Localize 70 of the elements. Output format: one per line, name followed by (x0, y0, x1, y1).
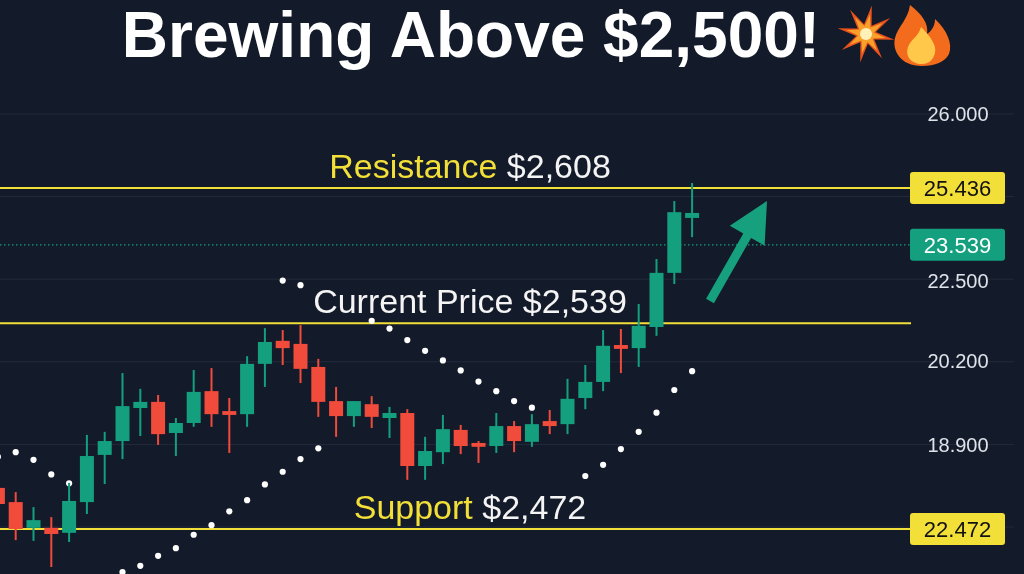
candlestick (133, 387, 148, 438)
candlestick (44, 516, 59, 568)
point (635, 428, 642, 435)
candlestick (275, 329, 290, 367)
candlestick (204, 367, 219, 428)
point (422, 347, 429, 354)
point (244, 497, 251, 504)
point (475, 378, 482, 385)
point (279, 468, 286, 475)
point (190, 531, 197, 538)
candlestick (26, 506, 41, 542)
candlestick (329, 385, 344, 438)
candlestick (257, 327, 272, 388)
point (386, 325, 393, 332)
chart-title: Brewing Above $2,500! (121, 0, 821, 71)
candlestick (168, 417, 183, 458)
point (671, 386, 678, 394)
text: 22.472 (923, 516, 992, 542)
candlestick (97, 430, 112, 486)
text: 23.539 (923, 232, 992, 258)
point (226, 508, 233, 515)
candlestick (489, 412, 504, 454)
point (600, 461, 607, 468)
candlestick (364, 395, 379, 429)
candlestick (524, 413, 539, 448)
candlestick (631, 302, 646, 368)
point (30, 456, 37, 463)
point (119, 568, 126, 574)
candlestick (435, 413, 450, 466)
annotation: Current Price $2,539 (313, 282, 627, 321)
candlestick (613, 327, 628, 375)
point (155, 552, 162, 559)
point (137, 562, 144, 569)
point (439, 357, 446, 364)
candlestick (542, 408, 557, 436)
candlestick (578, 364, 593, 411)
candlestick (346, 400, 361, 428)
text: 18.900 (927, 434, 989, 456)
annotation: Resistance $2,608 (329, 146, 611, 185)
candlestick (382, 405, 397, 439)
point (279, 277, 286, 284)
point (582, 472, 589, 480)
candlestick (222, 397, 237, 454)
candlestick (685, 182, 700, 239)
text: 22.500 (927, 270, 989, 292)
point (368, 317, 375, 324)
point (172, 545, 179, 552)
candlestick (507, 420, 522, 454)
point (48, 471, 55, 478)
text: 26.000 (927, 103, 989, 125)
candlestick (453, 423, 468, 456)
candlestick (418, 435, 433, 481)
text: 20.200 (927, 350, 989, 372)
point (297, 282, 304, 289)
point (653, 409, 660, 416)
text: 25.436 (923, 175, 992, 201)
point (12, 449, 19, 456)
point (511, 398, 518, 405)
point (261, 481, 268, 488)
point (689, 368, 696, 375)
candlestick (471, 440, 486, 464)
point (297, 456, 304, 463)
point (457, 367, 464, 374)
point (208, 522, 215, 529)
point (528, 404, 535, 411)
point (493, 388, 500, 395)
point (315, 445, 322, 452)
point (404, 336, 411, 344)
point (617, 446, 624, 453)
annotation: Support $2,472 (353, 487, 587, 526)
